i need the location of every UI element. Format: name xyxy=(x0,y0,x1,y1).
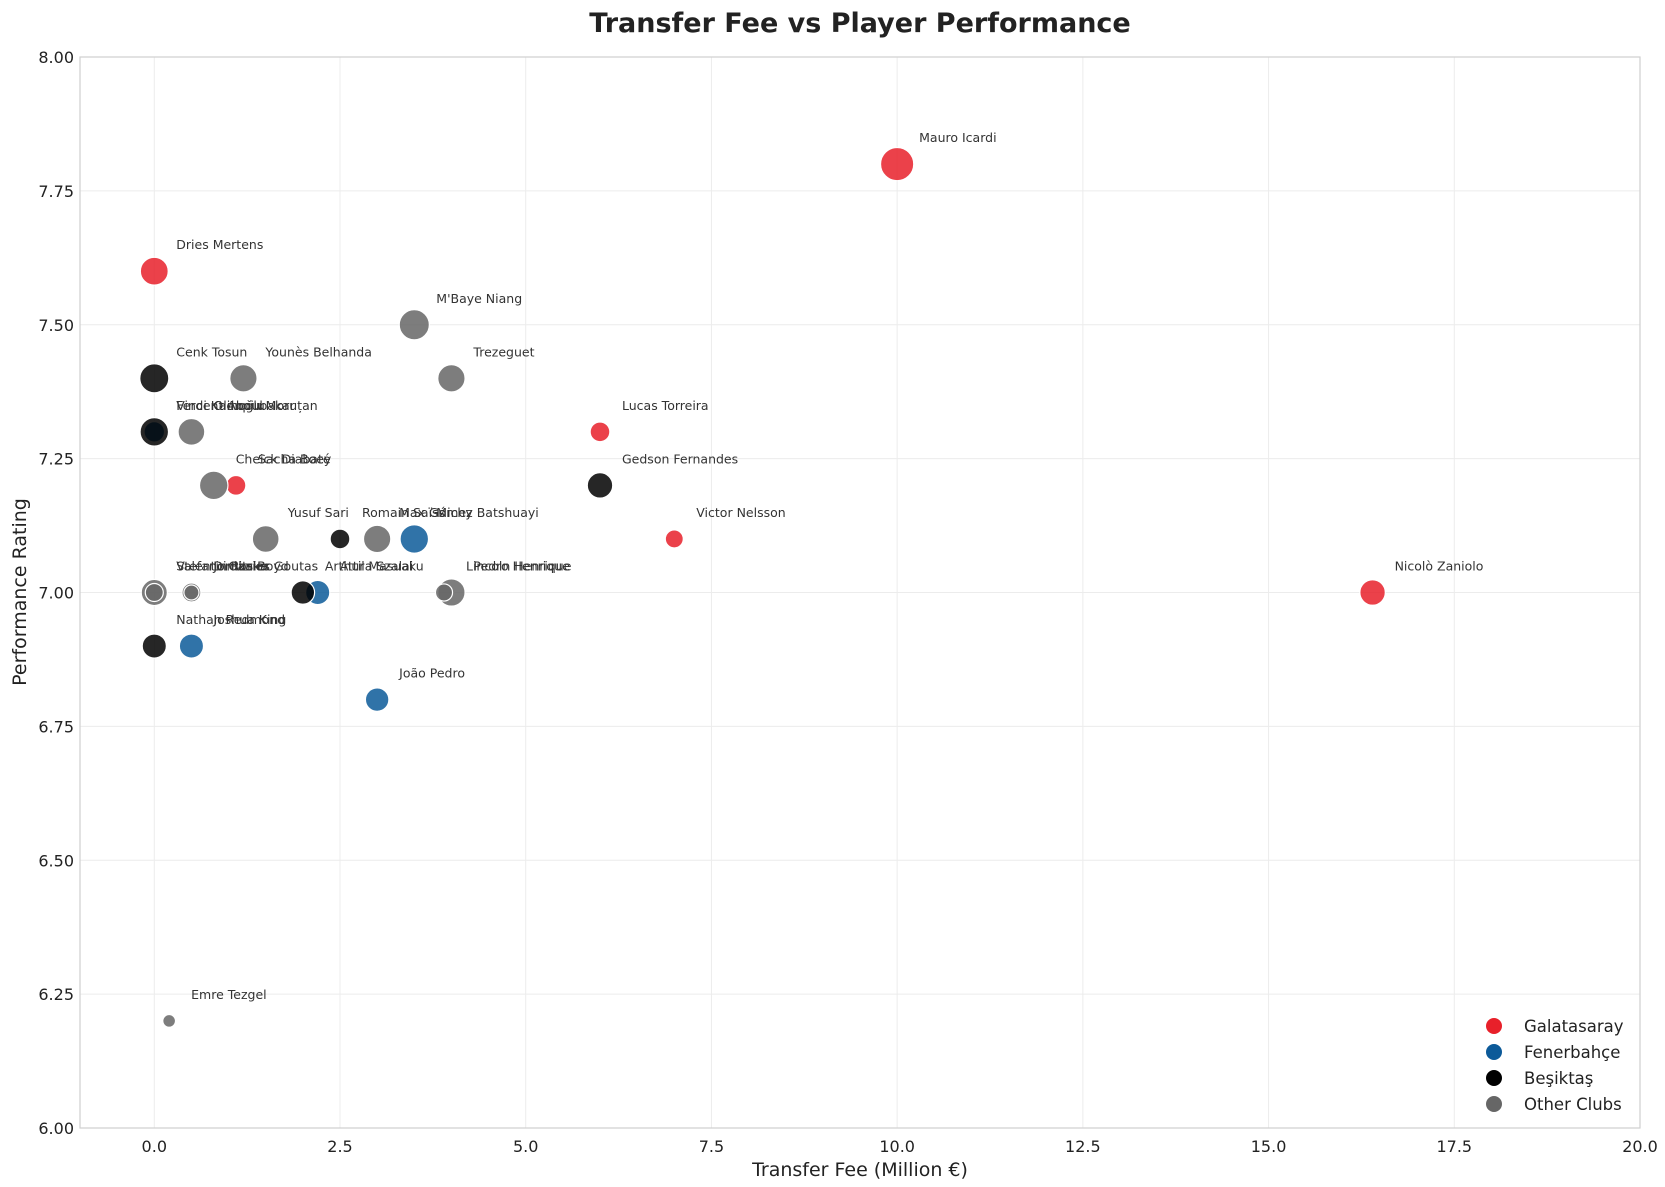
data-point[interactable] xyxy=(399,524,430,554)
y-tick-label: 7.50 xyxy=(38,316,74,335)
point-label: Max Gómez xyxy=(399,505,473,520)
y-tick-label: 7.75 xyxy=(38,182,74,201)
data-point[interactable] xyxy=(162,1013,177,1028)
point-label: Lincoln Henrique xyxy=(466,559,572,574)
x-tick-label: 12.5 xyxy=(1065,1137,1101,1156)
data-point[interactable] xyxy=(144,582,164,603)
data-point[interactable] xyxy=(177,417,206,446)
data-point[interactable] xyxy=(139,363,170,394)
data-point[interactable] xyxy=(251,525,280,553)
legend-marker xyxy=(1486,1018,1502,1034)
data-point[interactable] xyxy=(225,474,247,496)
legend-marker xyxy=(1486,1096,1502,1112)
point-label: M'Baye Niang xyxy=(436,291,522,306)
x-tick-label: 17.5 xyxy=(1436,1137,1472,1156)
x-tick-label: 2.5 xyxy=(327,1137,352,1156)
y-tick-label: 8.00 xyxy=(38,48,74,67)
point-label: Mauro Icardi xyxy=(919,130,996,145)
y-tick-label: 6.25 xyxy=(38,985,74,1004)
data-point[interactable] xyxy=(398,309,430,341)
data-point[interactable] xyxy=(437,364,466,393)
data-point[interactable] xyxy=(229,364,258,393)
x-tick-label: 10.0 xyxy=(879,1137,915,1156)
point-labels: Mauro Icardi Dries Mertens Lucas Torreira S… xyxy=(176,130,1483,1002)
point-label: Michy Batshuayi xyxy=(436,505,538,520)
data-point[interactable] xyxy=(183,584,200,601)
axis-ticks: 0.0 2.5 5.0 7.5 10.0 12.5 15.0 17.5 20.0 6.00 6.25… xyxy=(38,48,1657,1156)
data-point[interactable] xyxy=(434,583,454,602)
point-label: Dimitrios Goutas xyxy=(213,559,318,574)
legend-marker xyxy=(1486,1070,1502,1086)
point-label: Valentin Rosier xyxy=(176,559,270,574)
point-label: Lucas Torreira xyxy=(622,398,709,413)
point-label: Sacha Boey xyxy=(258,451,332,466)
point-label: Trezeguet xyxy=(472,344,534,359)
point-label: Nathan Redmond xyxy=(176,612,285,627)
x-tick-label: 15.0 xyxy=(1251,1137,1287,1156)
data-point[interactable] xyxy=(139,417,170,447)
point-label: Victor Nelsson xyxy=(696,505,785,520)
y-tick-label: 6.00 xyxy=(38,1119,74,1138)
data-point[interactable] xyxy=(290,580,316,605)
y-tick-label: 7.25 xyxy=(38,450,74,469)
x-axis-label: Transfer Fee (Million €) xyxy=(751,1159,968,1181)
data-point[interactable] xyxy=(589,421,611,443)
y-axis-label: Performance Rating xyxy=(9,498,31,686)
point-label: Dries Mertens xyxy=(176,237,263,252)
legend-label: Galatasaray xyxy=(1524,1017,1624,1036)
data-point[interactable] xyxy=(586,472,614,499)
x-tick-label: 0.0 xyxy=(142,1137,167,1156)
data-points xyxy=(139,146,1386,1028)
data-point[interactable] xyxy=(141,633,167,659)
plot-frame xyxy=(79,56,1641,1129)
y-tick-label: 7.00 xyxy=(38,584,74,603)
data-point[interactable] xyxy=(139,256,169,286)
y-tick-label: 6.75 xyxy=(38,717,74,736)
data-point[interactable] xyxy=(198,470,229,501)
x-tick-label: 5.0 xyxy=(513,1137,538,1156)
point-label: Romain Saïss xyxy=(362,505,445,520)
point-label: Vincent Aboubakar xyxy=(176,398,295,413)
legend-marker xyxy=(1486,1044,1502,1060)
point-label: Yusuf Sari xyxy=(287,505,349,520)
y-tick-label: 6.50 xyxy=(38,851,74,870)
x-tick-label: 7.5 xyxy=(699,1137,724,1156)
data-point[interactable] xyxy=(329,528,351,550)
data-point[interactable] xyxy=(178,633,205,659)
point-label: Joshua King xyxy=(212,612,286,627)
point-label: Stefano Okaka xyxy=(176,559,267,574)
point-label: Nicolò Zaniolo xyxy=(1395,559,1484,574)
legend-label: Other Clubs xyxy=(1524,1095,1622,1114)
point-label: Cheick Diabaté xyxy=(236,451,331,466)
legend-label: Fenerbahçe xyxy=(1524,1043,1620,1062)
point-label: Jordan Boyd xyxy=(212,559,288,574)
point-label: Olimpiu Moruțan xyxy=(213,398,317,413)
point-label: Pedro Henrique xyxy=(473,559,570,574)
data-point[interactable] xyxy=(879,146,915,182)
point-label: Gedson Fernandes xyxy=(622,451,738,466)
legend-label: Beşiktaş xyxy=(1524,1069,1593,1088)
data-point[interactable] xyxy=(364,687,390,712)
point-label: Attila Szalai xyxy=(340,559,413,574)
point-label: Younès Belhanda xyxy=(264,344,371,359)
chart-title: Transfer Fee vs Player Performance xyxy=(589,8,1130,39)
data-point[interactable] xyxy=(664,529,684,549)
x-tick-label: 20.0 xyxy=(1622,1137,1658,1156)
legend: Galatasaray Fenerbahçe Beşiktaş Other Clubs xyxy=(1486,1017,1624,1114)
point-label: Arthur Masuaku xyxy=(325,559,424,574)
point-label: Ferdi Kadıoğlu xyxy=(176,398,265,413)
data-point[interactable] xyxy=(1359,579,1386,606)
point-label: Emre Tezgel xyxy=(191,987,266,1002)
point-label: Cenk Tosun xyxy=(176,344,247,359)
data-point[interactable] xyxy=(362,524,392,554)
point-label: João Pedro xyxy=(398,666,465,681)
